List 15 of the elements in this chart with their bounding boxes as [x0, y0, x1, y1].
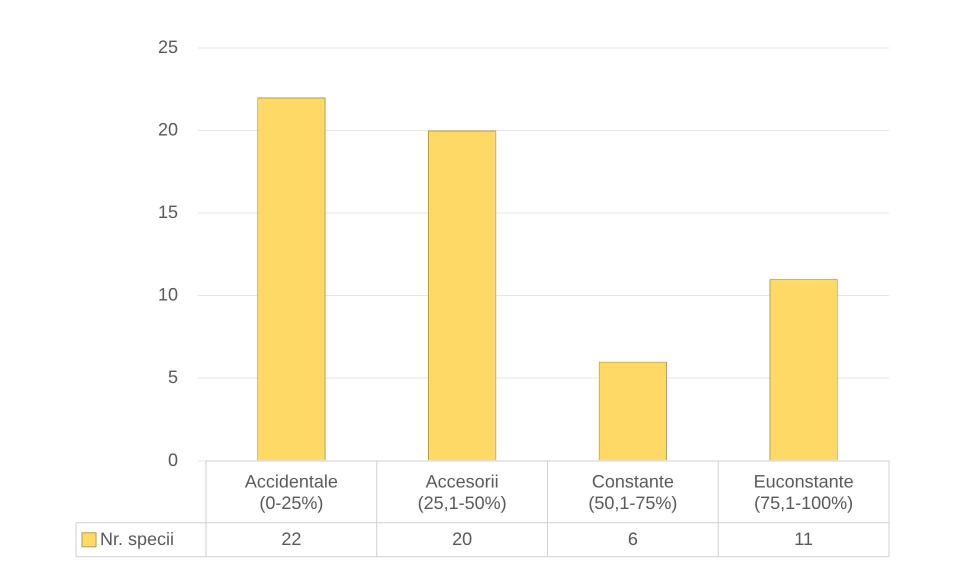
x-tick-label: Accesorii (25,1-50%)	[418, 472, 507, 514]
data-label: 22	[281, 528, 302, 549]
x-tick-label: Constante (50,1-75%)	[588, 472, 678, 514]
x-tick-label: Accidentale (0-25%)	[244, 472, 338, 514]
y-tick-label: 15	[158, 202, 178, 222]
y-tick-label: 25	[158, 36, 178, 57]
x-tick-label: Euconstante (75,1-100%)	[754, 472, 854, 514]
y-tick-label: 5	[168, 367, 178, 388]
legend-label: Nr. specii	[100, 528, 174, 549]
data-label: 11	[794, 528, 813, 549]
data-label: 6	[628, 528, 638, 549]
y-tick-label: 0	[168, 450, 178, 470]
data-label: 20	[452, 528, 472, 549]
y-tick-label: 20	[158, 120, 178, 140]
y-tick-label: 10	[158, 284, 178, 305]
